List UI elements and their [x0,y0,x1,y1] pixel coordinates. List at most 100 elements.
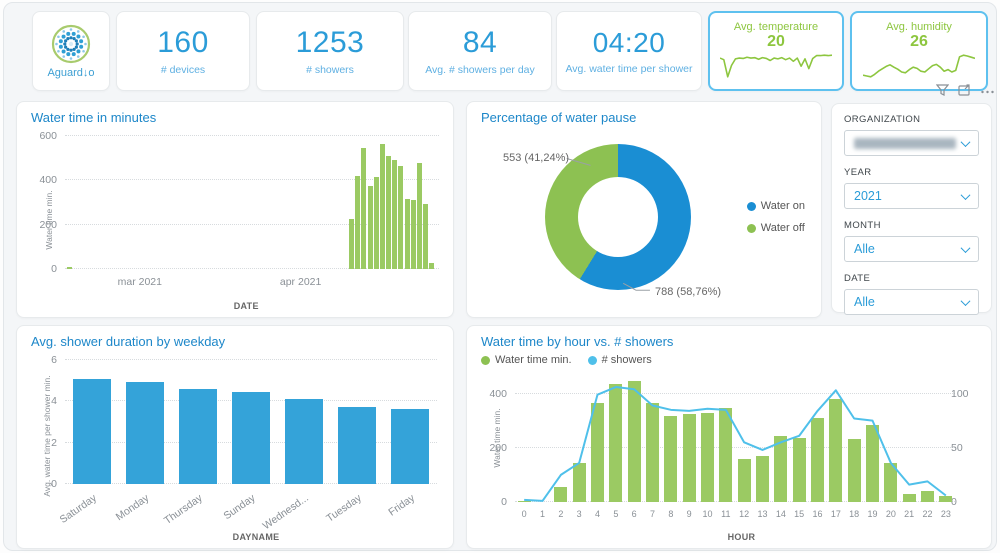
water-pause-chart-title: Percentage of water pause [481,110,637,125]
hour-bar[interactable] [719,408,733,502]
weekday-bar[interactable] [338,406,377,484]
y-tick-label: 400 [489,387,507,400]
kpi-label-showers: # showers [306,64,354,76]
weekday-bar[interactable] [72,378,111,484]
y-tick-label-right: 50 [951,441,963,454]
donut-label-water-off: 553 (41,24%) [503,152,570,164]
month-value: Alle [854,242,875,256]
organization-dropdown[interactable] [844,130,979,156]
date-bar[interactable] [361,148,367,269]
stat-title-temperature: Avg. temperature [733,21,819,33]
legend-item-water-on[interactable]: Water on [746,200,805,212]
weekday-label: Sunday [221,492,258,523]
weekday-plot-area[interactable]: 0 2 4 6 Saturday Monday Thursday Sunday Wednesd.… [51,354,437,532]
date-bar[interactable] [398,165,404,269]
hour-bar[interactable] [884,462,898,502]
gridline [65,135,439,136]
weekday-bar[interactable] [125,381,164,484]
hour-bar[interactable] [590,402,604,502]
hour-bar[interactable] [645,402,659,502]
more-options-icon[interactable] [980,84,995,96]
hour-bar[interactable] [847,439,861,502]
hour-bar[interactable] [939,496,953,502]
date-bar[interactable] [66,267,72,269]
date-bar[interactable] [373,177,379,269]
visual-header-toolbar [936,84,995,96]
gridline [65,179,439,181]
hour-bar[interactable] [792,438,806,502]
focus-mode-icon[interactable] [958,84,971,96]
weekday-bar[interactable] [178,388,217,484]
hour-tick-label: 14 [775,509,786,519]
date-bar[interactable] [392,160,398,269]
hour-bar[interactable] [700,412,714,502]
hour-bar[interactable] [920,491,934,502]
hour-bar[interactable] [682,413,696,502]
filter-group-date: DATE Alle [844,273,979,315]
hour-bar[interactable] [572,462,586,502]
hour-bar[interactable] [517,501,531,502]
humidity-sparkline [863,54,975,78]
y-tick-label: 2 [51,436,57,449]
stat-title-humidity: Avg. humidity [886,21,952,33]
filter-label-date: DATE [844,273,871,284]
legend-item-water-off[interactable]: Water off [746,222,805,234]
weekday-bars [65,360,437,484]
hour-bar[interactable] [627,381,641,502]
hour-bar[interactable] [664,416,678,502]
legend-label-water-on: Water on [760,200,805,212]
water-pause-donut[interactable] [545,144,691,290]
date-bar[interactable] [404,198,410,269]
weekday-label: Wednesd... [260,492,312,533]
date-bar[interactable] [410,199,416,269]
weekday-bar[interactable] [391,408,430,484]
date-bar[interactable] [355,175,361,269]
date-dropdown[interactable]: Alle [844,289,979,315]
weekday-label: Saturday [57,492,99,526]
date-bar[interactable] [367,185,373,269]
hour-tick-label: 2 [558,509,564,519]
hour-bar[interactable] [755,456,769,502]
hour-bar[interactable] [774,436,788,502]
month-dropdown[interactable]: Alle [844,236,979,262]
x-tick-label: apr 2021 [279,276,322,288]
stat-value-temperature: 20 [767,33,785,50]
kpi-value-showers: 1253 [295,26,365,59]
date-bar[interactable] [379,143,385,269]
hour-bar[interactable] [554,487,568,502]
filter-label-year: YEAR [844,167,872,178]
weekday-bar[interactable] [285,399,324,484]
legend-item-num-showers[interactable]: # showers [587,354,652,366]
hour-tick-label: 23 [940,509,951,519]
filter-icon[interactable] [936,84,949,96]
hour-bar[interactable] [810,417,824,502]
weekday-bar[interactable] [231,392,270,484]
date-bar[interactable] [416,163,422,269]
water-time-plot-area[interactable]: 0 200 400 600 mar 2021 apr 2021 [39,130,439,288]
year-dropdown[interactable]: 2021 [844,183,979,209]
date-bar[interactable] [385,155,391,269]
hour-bar[interactable] [737,458,751,502]
hour-bar[interactable] [829,398,843,502]
logo-card: Aguard↓o [32,11,110,91]
stat-value-humidity: 26 [910,33,928,50]
water-on-dot-icon [746,201,756,211]
kpi-card-showers-per-day: 84 Avg. # showers per day [408,11,552,91]
hourly-chart-title: Water time by hour vs. # showers [481,334,674,349]
weekday-label: Monday [114,492,152,524]
date-bar[interactable] [429,263,435,269]
year-value: 2021 [854,189,882,203]
hour-bar[interactable] [902,494,916,502]
hour-bar[interactable] [865,424,879,502]
hour-tick-label: 12 [739,509,750,519]
filter-panel: ORGANIZATION YEAR 2021 MONTH Alle DATE A… [831,103,992,315]
filter-label-month: MONTH [844,220,881,231]
legend-item-water-time[interactable]: Water time min. [481,354,572,366]
kpi-card-devices: 160 # devices [116,11,250,91]
date-bar[interactable] [422,204,428,269]
hourly-plot-area[interactable]: 0 200 400 0 50 100 0 1 2 3 4 5 6 7 8 9 10 11 12 13 14 15 16 17 1… [489,380,969,519]
hour-bar[interactable] [609,383,623,502]
date-bar[interactable] [348,219,354,269]
y-tick-label: 200 [489,441,507,454]
